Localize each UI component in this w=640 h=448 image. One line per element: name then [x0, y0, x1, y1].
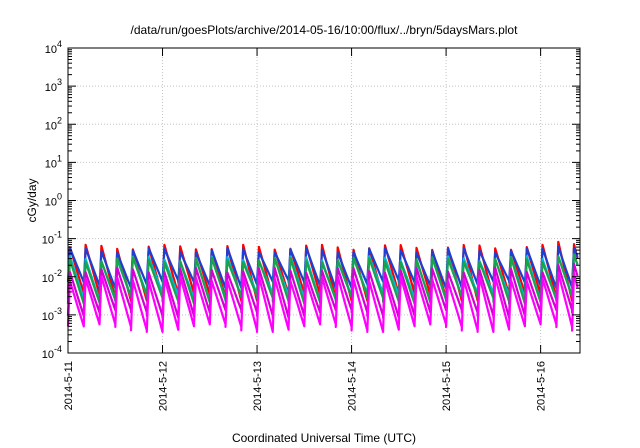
x-tick-label: 2014-5-16	[536, 361, 548, 411]
x-tick-label: 2014-5-14	[347, 361, 359, 411]
y-tick-label: 10-1	[42, 230, 62, 247]
y-axis-label: cGy/day	[25, 178, 39, 222]
x-tick-label: 2014-5-11	[63, 361, 75, 410]
y-tick-label: 100	[45, 192, 62, 209]
x-axis: 2014-5-11 2014-5-12 2014-5-13 2014-5-14 2014…	[63, 48, 548, 411]
x-tick-label: 2014-5-13	[252, 361, 264, 411]
series-layer	[66, 240, 579, 333]
y-tick-label: 101	[45, 153, 62, 170]
series-line	[66, 271, 579, 333]
y-tick-label: 103	[45, 77, 62, 94]
y-tick-label: 10-2	[42, 268, 62, 285]
y-tick-label: 10-4	[42, 344, 62, 361]
x-tick-label: 2014-5-12	[158, 361, 170, 411]
chart-title: /data/run/goesPlots/archive/2014-05-16/1…	[131, 23, 519, 37]
y-tick-label: 10-3	[42, 306, 62, 323]
x-axis-label: Coordinated Universal Time (UTC)	[232, 431, 416, 445]
y-tick-label: 104	[45, 39, 62, 56]
x-tick-label: 2014-5-15	[441, 361, 453, 411]
y-tick-label: 102	[45, 115, 62, 132]
